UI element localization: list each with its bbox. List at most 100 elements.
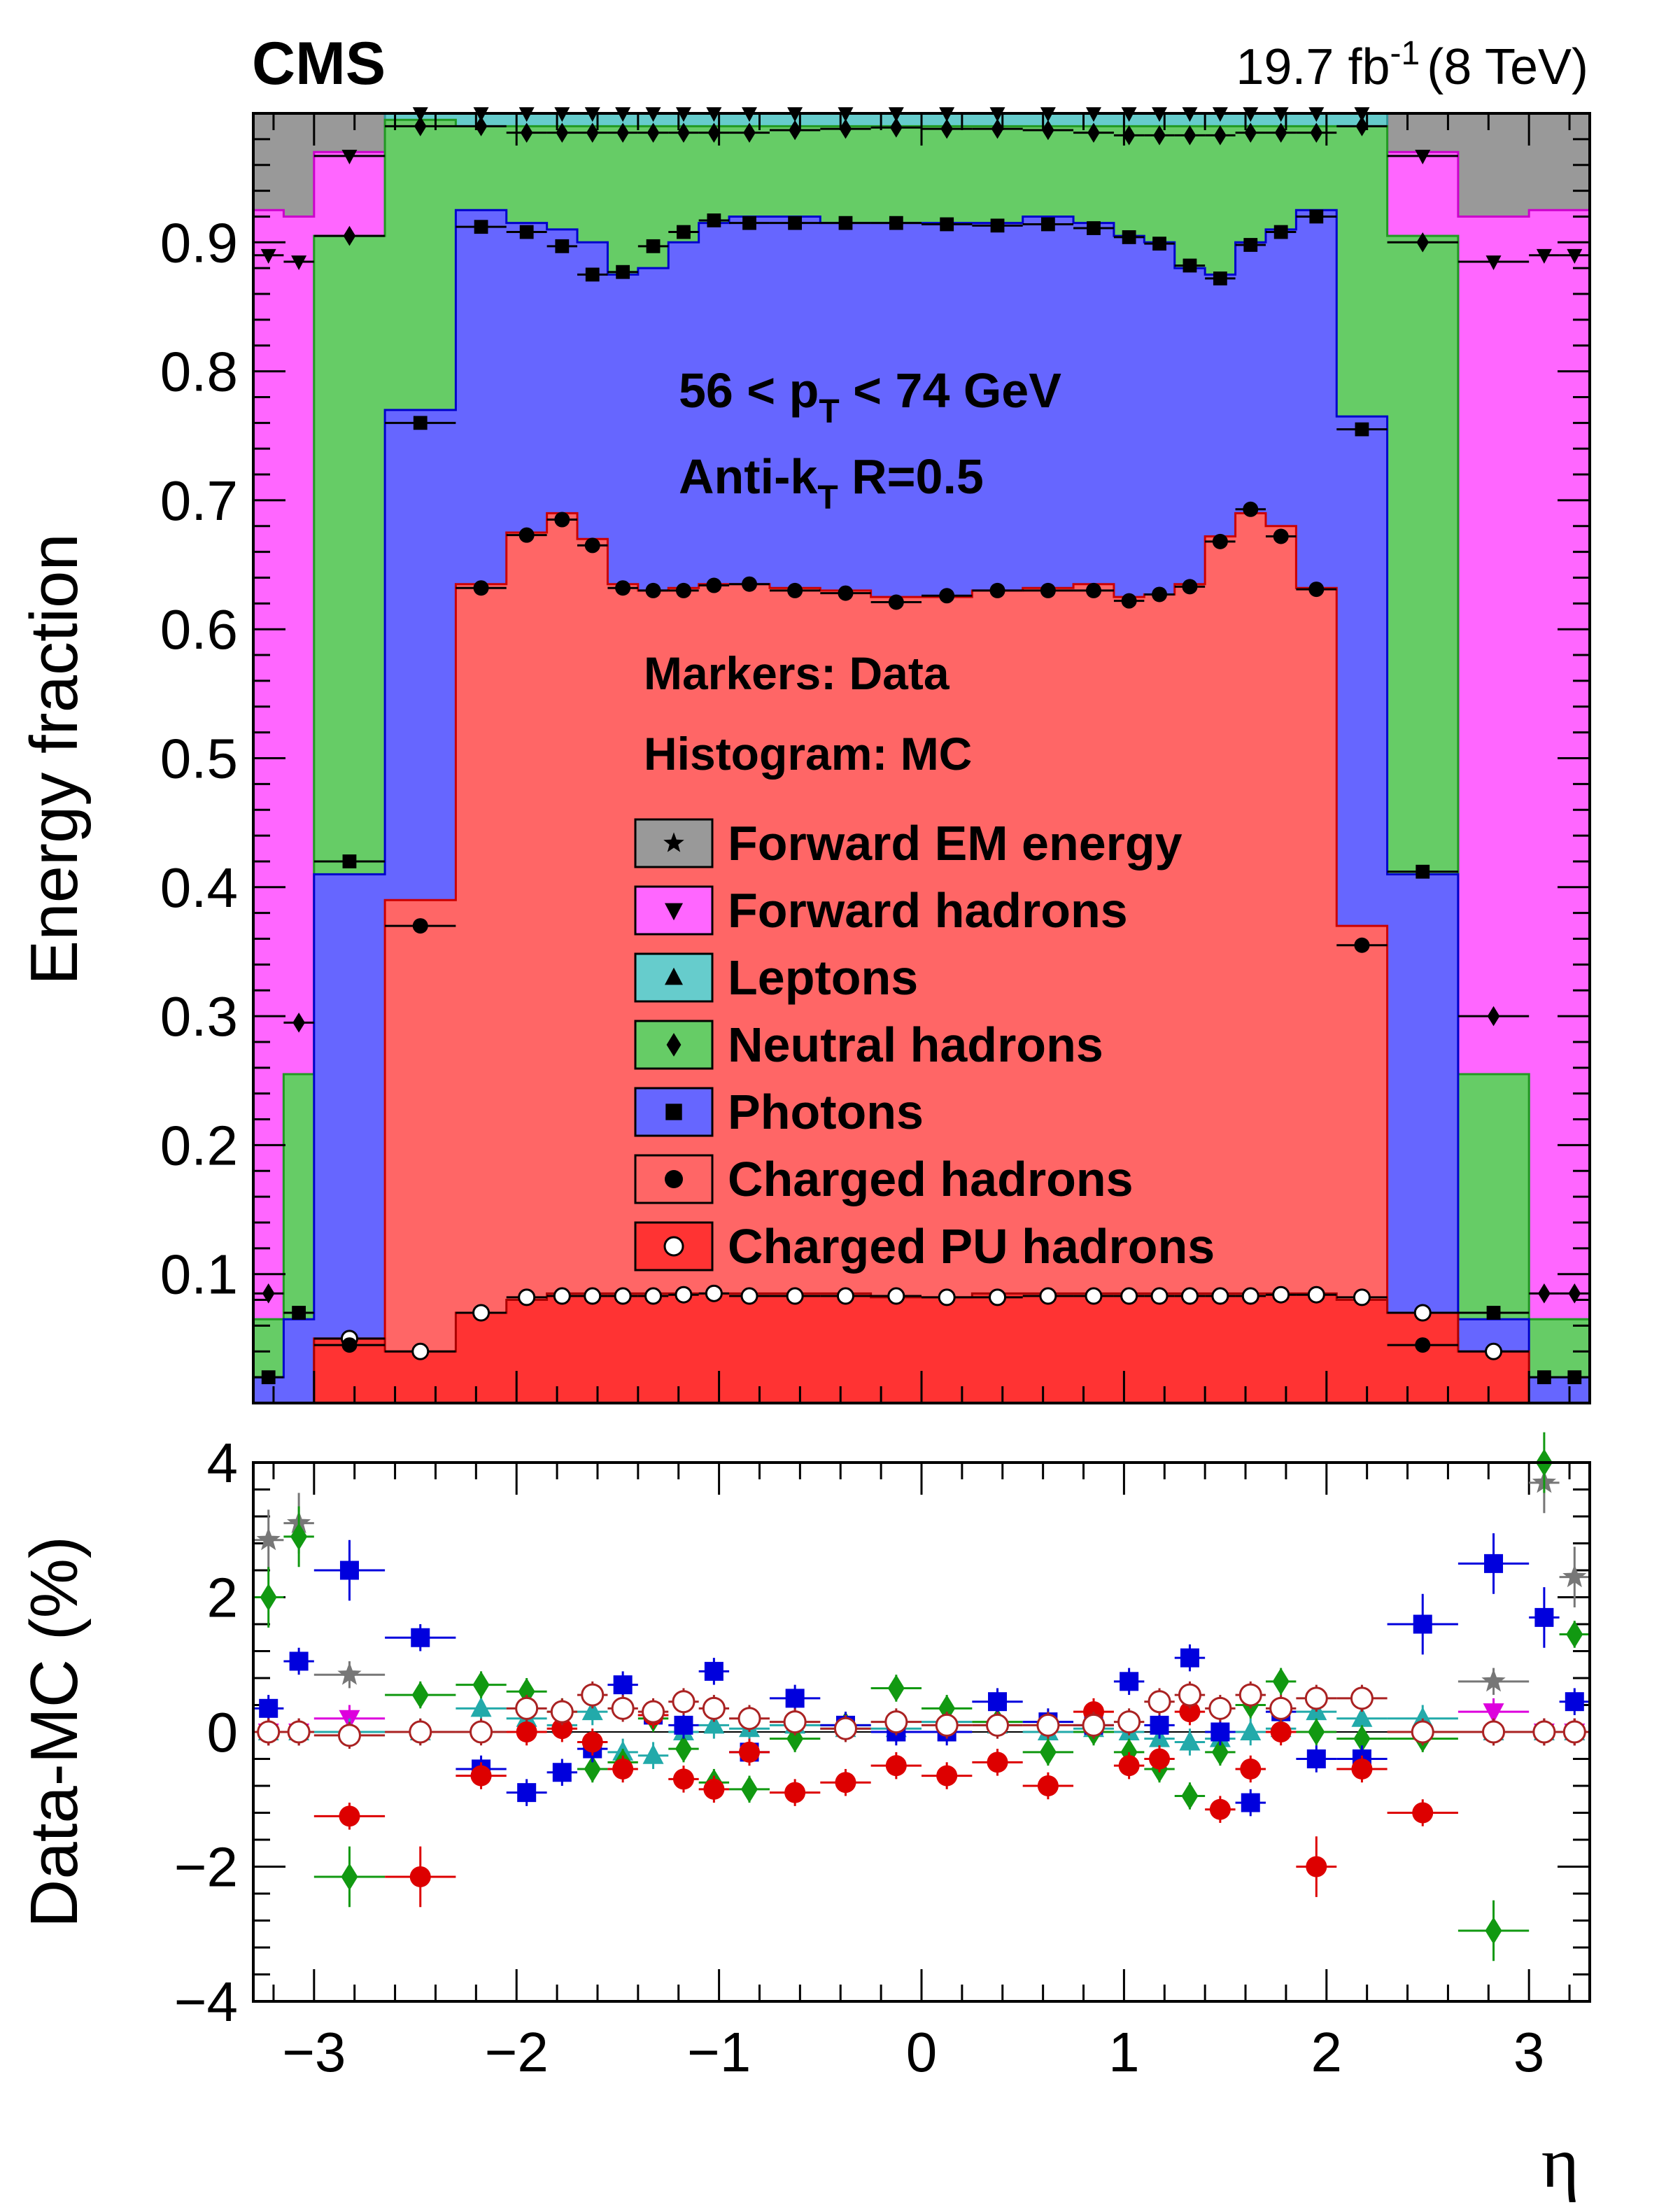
diff-point-charged_pu (1082, 1713, 1106, 1737)
diff-point-charged_pu (1178, 1683, 1201, 1707)
point-neutral_had (991, 118, 1004, 139)
point-neutral_had (647, 122, 660, 143)
point-photons (940, 217, 954, 232)
y-tick-label: 0.8 (160, 341, 238, 403)
difference-markers (253, 1432, 1590, 1961)
histogram-note: Histogram: MC (644, 728, 972, 780)
point-charged_had (1415, 1337, 1431, 1353)
diff-point-neutral_had (741, 1775, 758, 1803)
diff-point-photons (704, 1661, 723, 1681)
bottom-axis-ticks: −4 −2 0 2 4 −3 −2 −1 0 1 2 3 (174, 1432, 1590, 2083)
point-neutral_had (1244, 122, 1257, 143)
diff-point-charged_pu (581, 1683, 605, 1707)
diff-point-charged_had (987, 1752, 1008, 1773)
point-charged_pu (472, 1304, 490, 1322)
diff-point-photons (1565, 1692, 1584, 1712)
diff-point-forward_em (337, 1662, 362, 1685)
y-tick-label: 0 (207, 1701, 239, 1763)
diff-point-neutral_had (1272, 1668, 1290, 1696)
point-charged_pu (705, 1284, 723, 1302)
point-charged_pu (1039, 1287, 1057, 1305)
x-axis-title: η (1541, 2122, 1579, 2203)
point-charged_pu (584, 1287, 602, 1305)
pt-range-label: 56 < pT < 74 GeV (679, 363, 1061, 430)
y-tick-label: 2 (207, 1567, 239, 1629)
point-neutral_had (677, 122, 690, 143)
diff-point-charged_pu (672, 1690, 696, 1714)
diff-point-charged_had (1351, 1758, 1373, 1780)
point-forward_had (1567, 248, 1583, 264)
y-tick-label: 0.9 (160, 211, 238, 274)
diff-point-neutral_had (1039, 1738, 1057, 1766)
point-charged_had (838, 585, 854, 601)
diff-point-forward_em (256, 1527, 281, 1551)
diff-point-neutral_had (411, 1681, 429, 1709)
diff-point-charged_pu (833, 1717, 857, 1740)
diff-point-photons (1210, 1722, 1230, 1742)
diff-point-leptons (1351, 1707, 1373, 1727)
point-charged_had (1121, 593, 1137, 609)
point-photons (1309, 209, 1324, 224)
point-charged_pu (553, 1287, 571, 1305)
diff-point-leptons (581, 1700, 603, 1721)
diff-point-charged_had (1270, 1721, 1292, 1742)
energy-fraction-panel: 0.1 0.2 0.3 0.4 0.5 0.6 0.7 0.8 0.9 Energy fract… (17, 107, 1591, 1404)
stacked-areas (252, 112, 1591, 1404)
y-tick-label: 0.3 (160, 985, 238, 1048)
diff-point-charged_had (470, 1765, 492, 1787)
point-charged_pu (1307, 1285, 1325, 1304)
legend-marker-charged_pu (663, 1236, 684, 1257)
diff-point-charged_had (339, 1805, 360, 1827)
legend-label-photons: Photons (728, 1085, 924, 1139)
diff-point-charged_pu (1482, 1720, 1506, 1744)
point-photons (889, 216, 903, 230)
diff-point-photons (339, 1561, 359, 1580)
diff-point-photons (1180, 1648, 1199, 1668)
point-charged_had (1182, 579, 1198, 595)
bottom-frame (252, 1461, 1591, 2003)
y-tick-label: 0.2 (160, 1114, 238, 1176)
point-charged_pu (887, 1287, 905, 1305)
point-neutral_had (343, 225, 356, 246)
legend-marker-charged_had (665, 1170, 683, 1188)
diff-point-neutral_had (584, 1755, 601, 1783)
diff-point-charged_pu (515, 1696, 539, 1720)
diff-point-leptons (703, 1713, 725, 1734)
diff-point-photons (1150, 1715, 1169, 1735)
point-neutral_had (262, 1283, 275, 1304)
point-neutral_had (292, 1013, 305, 1033)
point-photons (707, 213, 721, 227)
point-charged_had (989, 582, 1005, 598)
diff-point-charged_pu (642, 1700, 665, 1724)
diff-point-charged_pu (1117, 1710, 1141, 1734)
point-charged_pu (1272, 1285, 1290, 1304)
y-tick-label: 0.5 (160, 728, 238, 790)
legend-label-charged_pu: Charged PU hadrons (728, 1219, 1215, 1274)
legend-label-neutral_had: Neutral hadrons (728, 1017, 1103, 1072)
point-photons (1416, 864, 1430, 879)
point-forward_had (1536, 248, 1552, 264)
point-charged_pu (1241, 1287, 1259, 1305)
x-tick-label: 0 (906, 2021, 938, 2083)
diff-point-leptons (470, 1696, 492, 1717)
diff-point-photons (259, 1698, 278, 1718)
diff-point-charged_pu (1208, 1696, 1232, 1720)
diff-point-charged_pu (1148, 1690, 1171, 1714)
y-tick-label: −2 (174, 1836, 238, 1898)
point-neutral_had (890, 117, 903, 138)
point-neutral_had (414, 116, 427, 136)
point-charged_had (615, 580, 631, 596)
diff-point-charged_had (739, 1741, 761, 1763)
point-neutral_had (1416, 232, 1430, 253)
bottom-y-axis-title: Data-MC (%) (17, 1536, 92, 1928)
diff-point-neutral_had (887, 1674, 905, 1702)
point-charged_had (1308, 582, 1325, 598)
diff-point-charged_had (1179, 1701, 1201, 1723)
point-photons (1152, 237, 1166, 251)
diff-point-charged_had (835, 1772, 856, 1794)
point-photons (519, 225, 534, 239)
point-charged_had (787, 582, 803, 598)
diff-point-charged_pu (1269, 1696, 1293, 1720)
point-charged_pu (1353, 1288, 1371, 1306)
